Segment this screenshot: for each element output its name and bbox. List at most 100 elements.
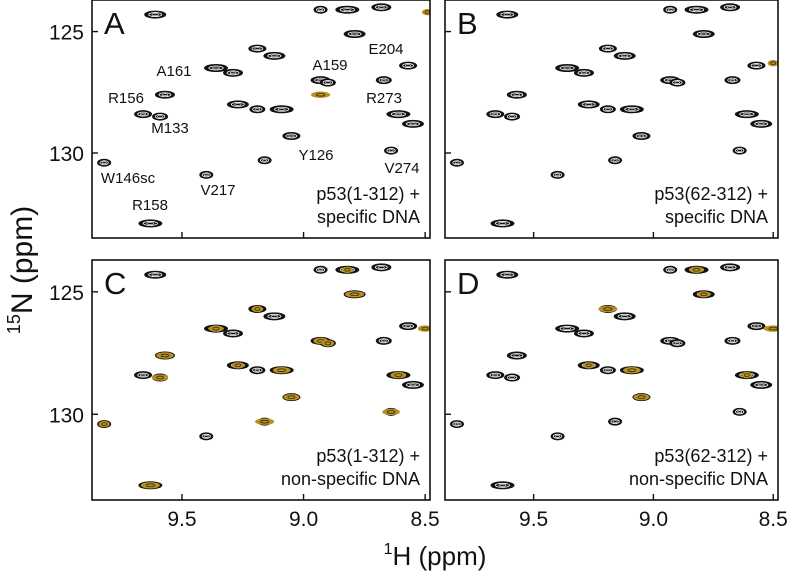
annotation: p53(1-312) + xyxy=(316,184,420,204)
panel-label: C xyxy=(104,266,126,301)
contour xyxy=(621,54,629,58)
peak xyxy=(249,105,266,114)
peak xyxy=(313,5,328,14)
peak xyxy=(384,146,399,155)
peak xyxy=(732,146,747,155)
peak xyxy=(613,312,636,321)
contour xyxy=(371,263,392,272)
contour xyxy=(753,64,760,67)
contour xyxy=(486,110,505,119)
contour xyxy=(739,111,755,117)
contour xyxy=(208,325,224,332)
contour xyxy=(585,103,593,106)
contour xyxy=(727,338,738,344)
annotation: p53(62-312) + xyxy=(654,446,768,466)
contour xyxy=(251,305,263,313)
panel-frame xyxy=(91,259,431,501)
contour xyxy=(732,407,747,416)
contour xyxy=(605,368,611,372)
peak-overlay xyxy=(382,408,400,416)
contour xyxy=(613,51,636,60)
contour xyxy=(375,336,392,345)
contour xyxy=(98,420,110,428)
contour xyxy=(613,312,636,321)
contour xyxy=(724,76,741,85)
peak xyxy=(724,76,741,85)
contour xyxy=(700,32,708,36)
contour xyxy=(674,81,681,84)
contour xyxy=(633,393,650,401)
contour xyxy=(203,173,209,177)
contour xyxy=(405,382,420,388)
contour xyxy=(388,149,394,152)
contour xyxy=(754,382,769,388)
contour xyxy=(604,47,611,50)
contour xyxy=(199,432,214,441)
contour xyxy=(405,121,420,127)
peak-overlay xyxy=(583,362,595,369)
peak xyxy=(750,380,773,389)
contour xyxy=(555,173,560,177)
contour xyxy=(603,307,613,311)
contour xyxy=(277,107,286,111)
contour xyxy=(612,420,618,423)
contour xyxy=(287,395,296,399)
x-tick-label: 8.5 xyxy=(411,508,440,531)
x-tick-label: 8.5 xyxy=(759,508,788,531)
contour xyxy=(270,315,278,318)
contour xyxy=(140,373,147,377)
contour xyxy=(229,332,237,335)
plot-area xyxy=(449,3,778,228)
contour xyxy=(498,484,507,487)
peak-overlay xyxy=(321,340,335,347)
contour xyxy=(137,372,149,378)
contour xyxy=(374,4,388,10)
contour xyxy=(148,12,163,17)
contour xyxy=(310,91,331,98)
contour xyxy=(351,32,359,36)
peak xyxy=(619,105,644,114)
y-label-sup: 15 xyxy=(4,314,24,334)
contour xyxy=(602,367,614,373)
contour xyxy=(506,375,518,380)
contour xyxy=(663,5,678,14)
peak-overlay xyxy=(283,393,300,401)
plot-area xyxy=(97,263,430,490)
contour xyxy=(577,331,591,336)
contour xyxy=(101,422,107,426)
peak xyxy=(750,119,773,128)
contour xyxy=(151,273,159,276)
peak xyxy=(613,51,636,60)
peak xyxy=(684,5,709,14)
contour xyxy=(341,266,353,273)
x-tick-label: 9.0 xyxy=(289,508,318,531)
contour xyxy=(317,339,325,343)
contour xyxy=(599,105,616,114)
contour xyxy=(726,5,734,9)
contour xyxy=(267,53,282,59)
contour xyxy=(134,371,153,380)
contour xyxy=(750,119,773,128)
contour xyxy=(573,329,594,338)
contour xyxy=(449,158,464,167)
contour xyxy=(550,170,565,179)
contour xyxy=(318,268,323,272)
peak xyxy=(577,100,600,109)
peak xyxy=(555,324,580,333)
peak xyxy=(496,10,519,19)
contour xyxy=(401,119,424,128)
peak xyxy=(550,432,565,441)
annotation: non-specific DNA xyxy=(281,469,420,489)
x-tick-label: 9.5 xyxy=(519,508,548,531)
peak xyxy=(335,5,360,14)
peak xyxy=(550,170,565,179)
contour xyxy=(260,157,270,163)
peak xyxy=(669,78,686,87)
contour xyxy=(254,307,261,311)
contour xyxy=(563,327,572,330)
contour xyxy=(747,61,766,70)
contour xyxy=(617,313,632,319)
panel-label: A xyxy=(104,6,125,41)
